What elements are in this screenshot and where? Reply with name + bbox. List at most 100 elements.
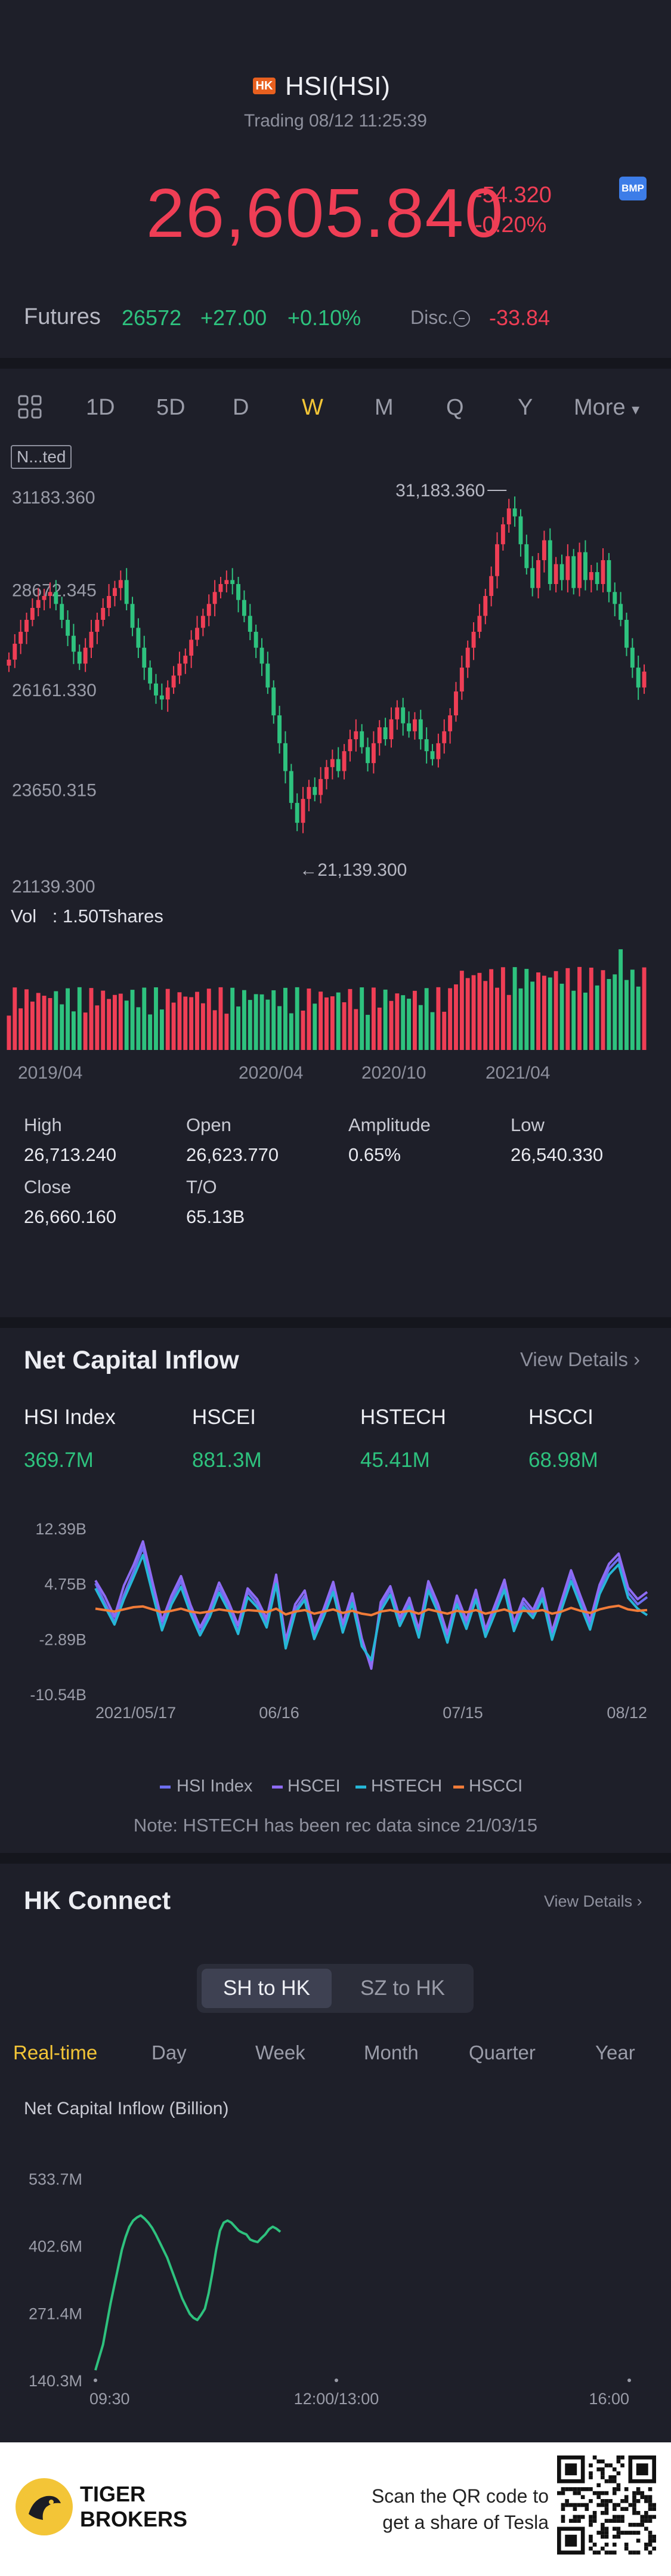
qr-module: [636, 2499, 641, 2503]
stat-label: Low: [511, 1114, 545, 1135]
tab-year[interactable]: Year: [595, 2041, 635, 2064]
qr-module: [596, 2550, 601, 2555]
volume-bar: [342, 1002, 347, 1050]
candle-body: [171, 675, 176, 688]
volume-bar: [465, 978, 470, 1050]
candle-body: [542, 540, 546, 560]
cta-line2: get a share of Tesla: [382, 2512, 549, 2533]
qr-module: [561, 2507, 565, 2511]
qr-module: [573, 2487, 577, 2491]
volume-bar: [189, 997, 194, 1050]
candle-body: [313, 787, 317, 795]
candle-body: [277, 715, 282, 743]
volume-bar: [401, 995, 406, 1050]
hk-connect-view-details[interactable]: View Details ›: [544, 1892, 642, 1911]
candle-body: [236, 583, 241, 600]
volume-bar: [212, 1010, 217, 1050]
candle-body: [500, 524, 505, 545]
candle-body: [407, 723, 412, 731]
volume-chart[interactable]: [0, 949, 671, 1053]
qr-module: [580, 2487, 585, 2491]
qr-code-icon[interactable]: [557, 2455, 656, 2555]
index-name[interactable]: HSTECH: [360, 1406, 446, 1429]
tab-5d[interactable]: 5D: [156, 395, 185, 420]
toggle-sz-to-hk[interactable]: SZ to HK: [360, 1976, 445, 2000]
candle-body: [524, 544, 529, 569]
volume-bar: [548, 977, 552, 1050]
futures-row[interactable]: Futures 26572 +27.00 +0.10% Disc. -33.84: [0, 304, 671, 334]
qr-module: [592, 2510, 597, 2515]
qr-module: [596, 2531, 601, 2535]
tab-w[interactable]: W: [302, 395, 323, 420]
tab-week[interactable]: Week: [255, 2041, 305, 2064]
candle-body: [248, 616, 252, 632]
candle-body: [589, 572, 593, 580]
volume-bar: [624, 980, 629, 1050]
hk-connect-chart[interactable]: 533.7M 402.6M 271.4M 140.3M 09:30 12:00/13:00…: [0, 2136, 671, 2416]
qr-module: [648, 2550, 653, 2555]
chart-type-label[interactable]: N...ted: [11, 445, 72, 469]
qr-module: [577, 2515, 581, 2519]
more-dropdown[interactable]: More ▾: [574, 395, 639, 421]
candle-body: [83, 647, 88, 664]
qr-module: [601, 2531, 605, 2535]
candle-body: [206, 604, 211, 616]
volume-bar: [524, 969, 529, 1050]
price-change: -54.320: [475, 183, 552, 208]
grid-icon[interactable]: [17, 394, 43, 420]
hk-x-tick-dot: [335, 2379, 338, 2382]
candle-body: [183, 656, 188, 664]
volume-bar: [24, 989, 29, 1050]
qr-module: [596, 2491, 601, 2495]
volume-bar: [42, 996, 47, 1050]
volume-bar: [542, 975, 546, 1050]
candle-body: [259, 647, 264, 664]
volume-bar: [253, 994, 258, 1050]
candle-body: [200, 616, 205, 628]
tab-month[interactable]: Month: [364, 2041, 419, 2064]
tab-d[interactable]: D: [233, 395, 249, 420]
qr-module: [612, 2475, 617, 2479]
candle-body: [89, 632, 94, 648]
toggle-sh-to-hk[interactable]: SH to HK: [202, 1969, 332, 2008]
tab-day[interactable]: Day: [151, 2041, 187, 2064]
tab-m[interactable]: M: [375, 395, 394, 420]
bmp-badge[interactable]: BMP: [619, 177, 647, 200]
tab-q[interactable]: Q: [446, 395, 464, 420]
qr-module: [589, 2475, 593, 2479]
qr-module: [589, 2515, 593, 2519]
qr-module: [644, 2526, 648, 2531]
info-icon[interactable]: [453, 310, 470, 327]
net-inflow-view-details[interactable]: View Details ›: [520, 1348, 640, 1371]
qr-module: [604, 2463, 609, 2467]
qr-module: [616, 2471, 621, 2476]
qr-module: [640, 2515, 645, 2519]
candle-body: [148, 668, 153, 684]
qr-module: [596, 2459, 601, 2464]
index-name[interactable]: HSCCI: [528, 1406, 593, 1429]
qr-module: [644, 2499, 648, 2503]
candle-body: [624, 620, 629, 648]
tab-1d[interactable]: 1D: [86, 395, 115, 420]
futures-label: Futures: [24, 304, 101, 329]
tab-real-time[interactable]: Real-time: [13, 2041, 98, 2064]
volume-bar: [195, 992, 199, 1050]
candle-body: [18, 632, 23, 644]
candle-body: [448, 715, 453, 731]
volume-bar: [630, 969, 635, 1050]
qr-module: [612, 2550, 617, 2555]
index-name[interactable]: HSCEI: [192, 1406, 256, 1429]
net-inflow-chart[interactable]: 12.39B 4.75B -2.89B -10.54B 2021/05/17 06/16 0…: [0, 1515, 671, 1730]
tab-y[interactable]: Y: [518, 395, 533, 420]
qr-module: [644, 2519, 648, 2523]
candle-body: [230, 580, 235, 584]
qr-module: [612, 2543, 617, 2547]
volume-bar: [636, 986, 641, 1050]
legend-label: HSCCI: [469, 1777, 523, 1796]
kline-chart[interactable]: 31183.36028672.34526161.33023650.3152113…: [0, 471, 671, 907]
candle-body: [7, 659, 11, 666]
tab-quarter[interactable]: Quarter: [469, 2041, 536, 2064]
qr-module: [601, 2503, 605, 2507]
volume-bar: [418, 1005, 423, 1050]
index-name[interactable]: HSI Index: [24, 1406, 116, 1429]
